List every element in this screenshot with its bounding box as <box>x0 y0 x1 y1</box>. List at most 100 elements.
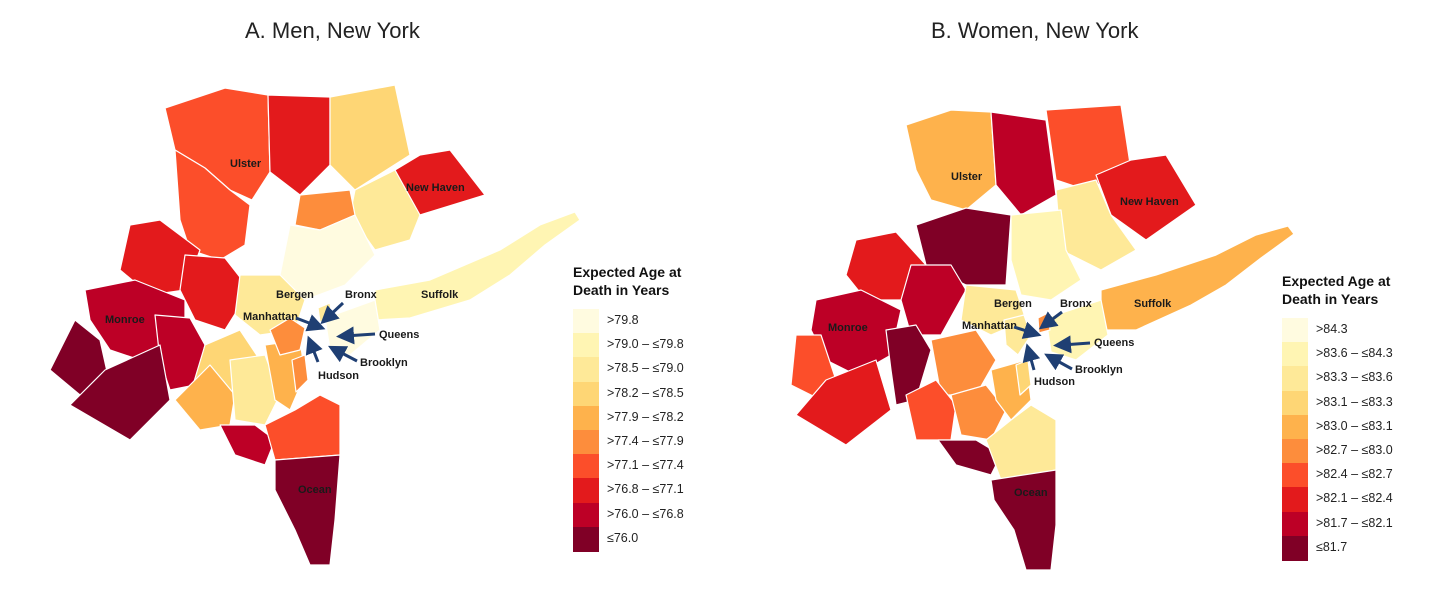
legend-label: ≤81.7 <box>1316 539 1348 554</box>
legend-item: >83.6 – ≤84.3 <box>1282 342 1432 368</box>
legend-label: >79.8 <box>607 313 639 327</box>
county-ulster <box>905 109 997 211</box>
legend-item: >79.8 <box>573 309 723 334</box>
map-title: A. Men, New York <box>245 18 420 43</box>
arrow-queens <box>336 326 376 345</box>
legend-swatch <box>1282 414 1308 440</box>
arrow-manhattan <box>295 314 326 332</box>
label-new-haven: New Haven <box>406 182 465 194</box>
label-bergen: Bergen <box>994 298 1032 310</box>
county-region <box>264 394 341 461</box>
label-brooklyn: Brooklyn <box>360 357 408 369</box>
choropleth-map-women: Ulster New Haven Bergen Bronx Suffolk Ma… <box>790 104 1295 571</box>
label-manhattan: Manhattan <box>962 320 1017 332</box>
legend-swatch <box>573 381 599 407</box>
county-region <box>990 111 1057 216</box>
legend-items: >79.8 >79.0 – ≤79.8 >78.5 – ≤79.0 >78.2 – ≤… <box>573 309 723 552</box>
legend-label: >78.5 – ≤79.0 <box>607 361 684 376</box>
label-suffolk: Suffolk <box>1134 298 1172 310</box>
legend-swatch <box>573 405 599 431</box>
arrow-bronx <box>320 301 345 325</box>
arrow-bronx <box>1038 310 1063 330</box>
label-ocean: Ocean <box>298 484 332 496</box>
legend-label: >77.9 – ≤78.2 <box>607 409 684 424</box>
county-region <box>49 319 111 396</box>
legend-swatch <box>1282 342 1308 368</box>
legend-item: >82.1 – ≤82.4 <box>1282 487 1432 513</box>
legend-label: >83.1 – ≤83.3 <box>1316 394 1393 409</box>
label-hudson: Hudson <box>1034 376 1075 388</box>
legend-label: >77.1 – ≤77.4 <box>607 458 684 473</box>
legend-label: >82.4 – ≤82.7 <box>1316 467 1393 482</box>
legend-label: ≤76.0 <box>607 530 639 545</box>
arrow-brooklyn <box>328 345 358 363</box>
county-region <box>219 424 276 466</box>
county-region <box>174 364 236 431</box>
legend-item: >76.0 – ≤76.8 <box>573 502 723 528</box>
legend-label: >76.0 – ≤76.8 <box>607 506 684 521</box>
county-ocean <box>274 454 341 566</box>
legend-item: >83.0 – ≤83.1 <box>1282 414 1432 440</box>
map-panel-women: B. Women, New York Ulster New Haven Berg… <box>726 0 1452 616</box>
legend-item: ≤81.7 <box>1282 535 1432 561</box>
legend-swatch <box>573 429 599 455</box>
legend-label: >83.0 – ≤83.1 <box>1316 418 1393 433</box>
legend-title-line1: Expected Age at <box>573 264 682 280</box>
choropleth-map-men: Ulster New Haven Bergen Bronx Suffolk Ma… <box>49 84 581 566</box>
county-region <box>905 379 957 441</box>
legend-swatch <box>1282 511 1308 537</box>
legend-swatch <box>573 333 599 359</box>
legend-swatch <box>573 502 599 528</box>
county-region <box>229 354 281 426</box>
legend-item: >79.0 – ≤79.8 <box>573 333 723 359</box>
legend-item: >84.3 <box>1282 318 1432 343</box>
legend-label: >78.2 – ≤78.5 <box>607 385 684 400</box>
label-bronx: Bronx <box>1060 298 1093 310</box>
label-monroe: Monroe <box>105 314 145 326</box>
legend-item: >83.1 – ≤83.3 <box>1282 390 1432 416</box>
legend-item: ≤76.0 <box>573 526 723 552</box>
county-queens <box>324 299 381 356</box>
label-hudson: Hudson <box>318 370 359 382</box>
legend-item: >77.9 – ≤78.2 <box>573 405 723 431</box>
arrow-queens <box>1053 335 1091 354</box>
legend-label: >81.7 – ≤82.1 <box>1316 515 1393 530</box>
county-region <box>950 384 1007 441</box>
legend-label: >82.1 – ≤82.4 <box>1316 491 1393 506</box>
county-westchester <box>1010 209 1082 301</box>
label-queens: Queens <box>1094 337 1134 349</box>
legend-swatch <box>1282 487 1308 513</box>
legend-item: >82.4 – ≤82.7 <box>1282 463 1432 489</box>
county-region <box>317 302 333 323</box>
legend-title-line2: Death in Years <box>573 282 670 298</box>
label-bronx: Bronx <box>345 289 378 301</box>
county-region <box>900 264 967 336</box>
map-panel-men: A. Men, New York Ulster New Have <box>49 18 723 566</box>
legend-swatch <box>573 526 599 552</box>
legend-item: >78.2 – ≤78.5 <box>573 381 723 407</box>
legend-swatch <box>1282 438 1308 464</box>
legend-item: >78.5 – ≤79.0 <box>573 357 723 383</box>
county-region <box>795 359 892 446</box>
legend: Expected Age at Death in Years >84.3 >83.… <box>1282 272 1432 561</box>
legend-item: >77.1 – ≤77.4 <box>573 454 723 480</box>
arrow-manhattan <box>1013 321 1042 339</box>
label-bergen: Bergen <box>276 289 314 301</box>
county-region <box>267 94 331 196</box>
legend-swatch <box>573 309 599 334</box>
legend-swatch <box>1282 318 1308 343</box>
county-suffolk <box>374 211 581 321</box>
arrow-hudson <box>305 335 323 363</box>
legend-label: >76.8 – ≤77.1 <box>607 482 684 497</box>
county-region <box>291 354 309 393</box>
legend-label: >82.7 – ≤83.0 <box>1316 442 1393 457</box>
legend-label: >83.6 – ≤84.3 <box>1316 346 1393 361</box>
arrow-hudson <box>1022 343 1041 371</box>
legend-item: >83.3 – ≤83.6 <box>1282 366 1432 392</box>
legend-swatch <box>1282 535 1308 561</box>
label-new-haven: New Haven <box>1120 196 1179 208</box>
county-westchester <box>279 214 376 301</box>
label-monroe: Monroe <box>828 322 868 334</box>
label-ulster: Ulster <box>230 158 262 170</box>
county-region <box>329 84 411 191</box>
